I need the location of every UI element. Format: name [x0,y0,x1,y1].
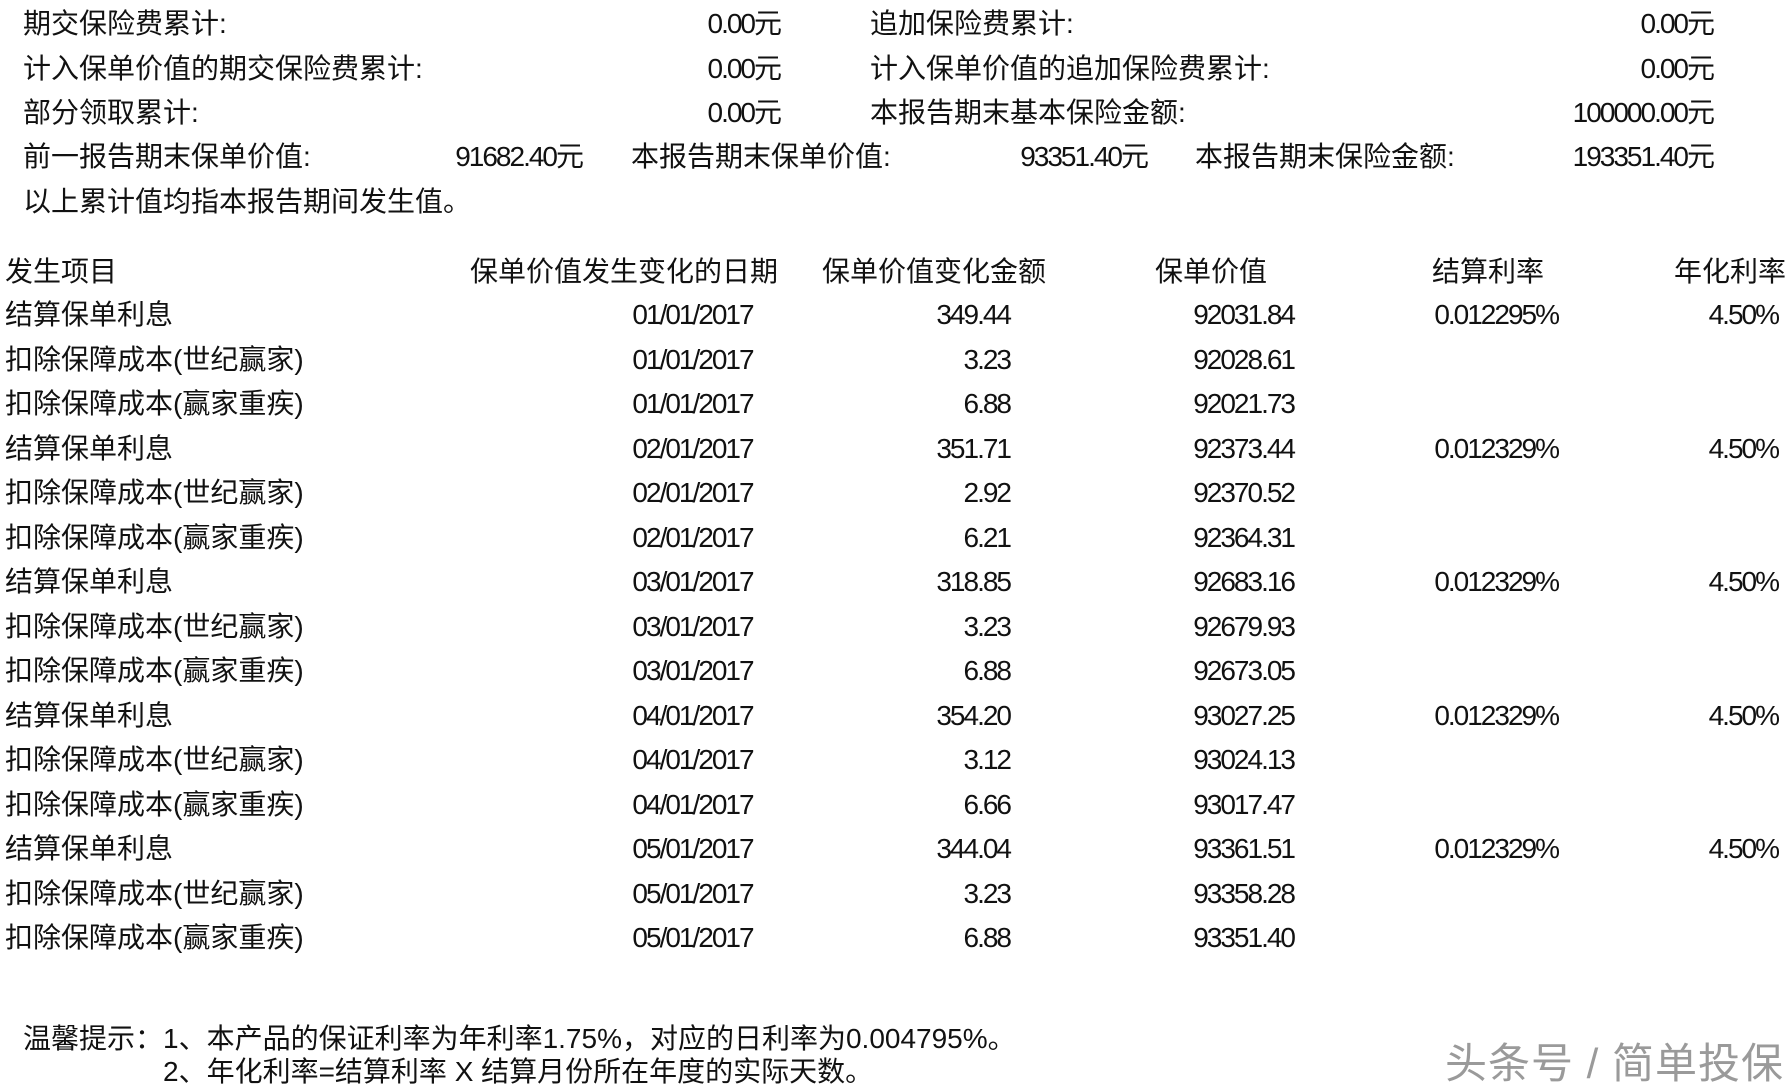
table-row-10-item: 结算保单利息 [5,699,174,731]
table-row-10-annual-rate: 4.50% [1708,699,1780,731]
watermark: 头条号 / 简单投保 [1445,1040,1785,1087]
additional-premium-label: 追加保险费累计: [870,8,1074,39]
periodic-premium-value: 0.00元 [707,8,782,39]
table-row-7-item: 结算保单利息 [5,566,174,597]
table-row-10-policy-value: 93027.25 [1193,699,1296,731]
table-row-15-date: 05/01/2017 [632,922,754,953]
table-row-1-settlement-rate: 0.012295% [1434,299,1560,330]
table-row-9-date: 03/01/2017 [632,655,754,686]
table-row-2-policy-value: 92028.61 [1193,343,1296,375]
table-row-3-change-amount: 6.88 [963,388,1012,419]
summary-note: 以上累计值均指本报告期间发生值。 [23,186,472,217]
additional-in-value-label: 计入保单价值的追加保险费累计: [870,53,1270,84]
table-row-15-change-amount: 6.88 [963,922,1012,953]
table-row-3-policy-value: 92021.73 [1193,388,1296,419]
table-row-7-policy-value: 92683.16 [1193,566,1296,597]
curr-value-value: 93351.40元 [1020,141,1149,172]
basic-sum-value: 100000.00元 [1572,97,1715,128]
header-policy-value: 保单价值 [1155,256,1268,287]
partial-withdrawal-value: 0.00元 [707,97,782,128]
table-row-2-date: 01/01/2017 [632,343,754,375]
periodic-in-value-label: 计入保单价值的期交保险费累计: [23,53,423,84]
table-row-7-change-amount: 318.85 [936,566,1012,597]
table-row-8-item: 扣除保障成本(世纪赢家) [5,610,304,642]
table-row-5-item: 扣除保障成本(世纪赢家) [5,477,304,508]
table-row-8-policy-value: 92679.93 [1193,610,1296,642]
table-row-7-date: 03/01/2017 [632,566,754,597]
header-annual-rate: 年化利率 [1673,256,1786,287]
table-row-4-change-amount: 351.71 [936,432,1012,464]
table-row-10-change-amount: 354.20 [936,699,1012,731]
table-row-2-item: 扣除保障成本(世纪赢家) [5,343,304,375]
table-row-7-settlement-rate: 0.012329% [1434,566,1560,597]
curr-value-label: 本报告期末保单价值: [631,141,891,172]
table-row-5-date: 02/01/2017 [632,477,754,508]
tip-line-1: 温馨提示：1、本产品的保证利率为年利率1.75%，对应的日利率为0.004795… [23,1023,1016,1054]
table-row-1-policy-value: 92031.84 [1193,299,1296,330]
table-row-11-item: 扣除保障成本(世纪赢家) [5,744,304,775]
table-row-13-annual-rate: 4.50% [1708,833,1780,864]
table-row-14-change-amount: 3.23 [963,877,1012,909]
table-row-10-date: 04/01/2017 [632,699,754,731]
table-row-12-date: 04/01/2017 [632,788,754,820]
table-row-6-item: 扣除保障成本(赢家重疾) [5,521,304,553]
header-change-amount: 保单价值变化金额 [822,256,1047,287]
table-row-14-item: 扣除保障成本(世纪赢家) [5,877,304,909]
additional-in-value-value: 0.00元 [1640,53,1715,84]
table-row-12-change-amount: 6.66 [963,788,1012,820]
table-row-9-item: 扣除保障成本(赢家重疾) [5,655,304,686]
table-row-1-annual-rate: 4.50% [1708,299,1780,330]
table-row-5-policy-value: 92370.52 [1193,477,1296,508]
table-row-13-date: 05/01/2017 [632,833,754,864]
table-row-11-date: 04/01/2017 [632,744,754,775]
table-row-1-change-amount: 349.44 [936,299,1012,330]
table-row-12-item: 扣除保障成本(赢家重疾) [5,788,304,820]
header-date: 保单价值发生变化的日期 [470,256,779,287]
table-row-8-change-amount: 3.23 [963,610,1012,642]
periodic-in-value-value: 0.00元 [707,53,782,84]
table-row-6-policy-value: 92364.31 [1193,521,1296,553]
curr-sum-value: 193351.40元 [1572,141,1715,172]
table-row-4-policy-value: 92373.44 [1193,432,1296,464]
table-row-13-policy-value: 93361.51 [1193,833,1296,864]
table-row-4-annual-rate: 4.50% [1708,432,1780,464]
table-row-6-date: 02/01/2017 [632,521,754,553]
tip-line-2: 2、年化利率=结算利率 X 结算月份所在年度的实际天数。 [163,1056,874,1087]
curr-sum-label: 本报告期末保险金额: [1195,141,1455,172]
table-row-2-change-amount: 3.23 [963,343,1012,375]
table-row-5-change-amount: 2.92 [963,477,1012,508]
table-row-13-change-amount: 344.04 [936,833,1012,864]
table-row-3-item: 扣除保障成本(赢家重疾) [5,388,304,419]
table-row-15-policy-value: 93351.40 [1193,922,1296,953]
table-row-7-annual-rate: 4.50% [1708,566,1780,597]
table-row-14-date: 05/01/2017 [632,877,754,909]
table-row-12-policy-value: 93017.47 [1193,788,1296,820]
table-row-1-date: 01/01/2017 [632,299,754,330]
partial-withdrawal-label: 部分领取累计: [23,97,199,128]
periodic-premium-label: 期交保险费累计: [23,8,227,39]
header-settlement-rate: 结算利率 [1432,256,1545,287]
table-row-13-settlement-rate: 0.012329% [1434,833,1560,864]
header-item: 发生项目 [5,256,118,287]
table-row-4-settlement-rate: 0.012329% [1434,432,1560,464]
basic-sum-label: 本报告期末基本保险金额: [870,97,1186,128]
table-row-15-item: 扣除保障成本(赢家重疾) [5,922,304,953]
table-row-11-change-amount: 3.12 [963,744,1012,775]
table-row-10-settlement-rate: 0.012329% [1434,699,1560,731]
table-row-11-policy-value: 93024.13 [1193,744,1296,775]
table-row-8-date: 03/01/2017 [632,610,754,642]
table-row-9-change-amount: 6.88 [963,655,1012,686]
table-row-13-item: 结算保单利息 [5,833,174,864]
prev-value-value: 91682.40元 [455,141,584,172]
table-row-14-policy-value: 93358.28 [1193,877,1296,909]
table-row-3-date: 01/01/2017 [632,388,754,419]
prev-value-label: 前一报告期末保单价值: [23,141,311,172]
table-row-1-item: 结算保单利息 [5,299,174,330]
table-row-4-item: 结算保单利息 [5,432,174,464]
table-row-9-policy-value: 92673.05 [1193,655,1296,686]
table-row-6-change-amount: 6.21 [963,521,1012,553]
table-row-4-date: 02/01/2017 [632,432,754,464]
additional-premium-value: 0.00元 [1640,8,1715,39]
